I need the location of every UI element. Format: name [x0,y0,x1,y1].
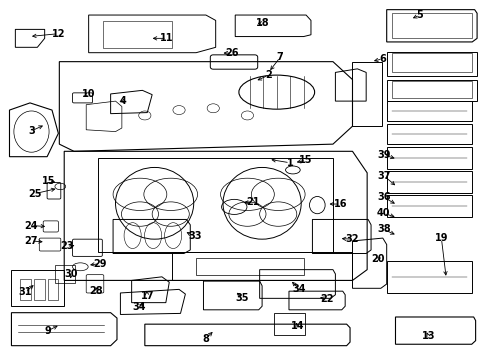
Text: 15: 15 [299,155,313,165]
Text: 15: 15 [42,176,55,186]
Text: 7: 7 [277,52,284,62]
Bar [48,279,58,300]
Text: 34: 34 [133,302,146,312]
Text: 6: 6 [379,54,386,64]
Text: 32: 32 [346,234,359,244]
Text: 3: 3 [28,126,35,136]
Text: 13: 13 [421,331,435,341]
Text: 23: 23 [60,241,74,251]
Text: 30: 30 [64,269,78,279]
Text: 4: 4 [120,96,126,106]
Text: 16: 16 [334,199,347,209]
Text: 35: 35 [235,293,249,303]
Text: 25: 25 [28,189,42,199]
Text: 22: 22 [320,294,334,305]
Text: 36: 36 [377,192,391,202]
Text: 34: 34 [292,284,305,294]
Text: 33: 33 [188,231,201,241]
Bar [20,279,31,300]
Text: 19: 19 [435,233,448,243]
Text: 20: 20 [371,254,385,264]
Text: 21: 21 [246,197,260,207]
Text: 8: 8 [202,333,209,343]
Text: 1: 1 [287,158,294,168]
Text: 5: 5 [416,10,423,20]
Text: 14: 14 [291,321,304,331]
Text: 18: 18 [256,18,270,28]
Text: 31: 31 [19,287,32,297]
Text: 10: 10 [82,89,96,99]
Text: 12: 12 [51,29,65,39]
Text: 38: 38 [377,225,391,234]
Text: 2: 2 [265,70,272,80]
Text: 9: 9 [45,325,51,336]
Text: 26: 26 [225,48,239,58]
Text: 17: 17 [141,291,154,301]
Text: 11: 11 [160,33,173,43]
Bar [34,279,45,300]
Text: 24: 24 [24,221,38,230]
Text: 37: 37 [377,171,391,181]
Text: 40: 40 [377,208,391,219]
Text: 27: 27 [24,236,38,246]
Text: 39: 39 [377,150,391,160]
Text: 28: 28 [89,286,103,296]
Text: 29: 29 [94,258,107,269]
